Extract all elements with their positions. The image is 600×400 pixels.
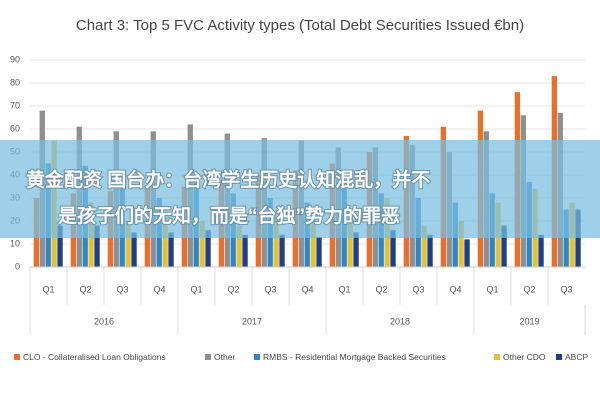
bar xyxy=(501,225,507,267)
y-tick-label: 0 xyxy=(15,261,20,271)
bar xyxy=(168,232,174,267)
y-tick-label: 70 xyxy=(10,100,20,110)
bar xyxy=(236,225,242,267)
y-tick-label: 90 xyxy=(10,54,20,64)
legend-label: Other xyxy=(214,352,235,362)
x-tick-label: Q1 xyxy=(42,284,54,294)
y-tick-label: 60 xyxy=(10,123,20,133)
x-group-label: 2017 xyxy=(242,316,262,326)
x-tick-label: Q1 xyxy=(486,284,498,294)
legend-label: RMBS - Residential Mortgage Backed Secur… xyxy=(263,352,446,362)
legend-label: ABCP xyxy=(565,352,588,362)
banner xyxy=(0,140,600,238)
banner-text: 是孩子们的无知，而是“台独”势力的罪恶 xyxy=(58,204,400,227)
bar xyxy=(94,225,100,267)
x-tick-label: Q2 xyxy=(79,284,91,294)
bar xyxy=(563,209,569,267)
x-tick-label: Q3 xyxy=(560,284,572,294)
legend-swatch xyxy=(254,354,260,360)
bar xyxy=(162,216,168,267)
x-group-label: 2019 xyxy=(519,316,539,326)
bar xyxy=(575,209,581,267)
bar xyxy=(57,225,63,267)
bar xyxy=(353,232,359,267)
bar xyxy=(199,221,205,267)
x-group-label: 2016 xyxy=(94,316,114,326)
bar xyxy=(464,239,470,267)
x-tick-label: Q3 xyxy=(116,284,128,294)
y-tick-label: 80 xyxy=(10,77,20,87)
bar xyxy=(273,216,279,267)
legend-label: CLO - Collateralised Loan Obligations xyxy=(23,352,166,362)
legend-swatch xyxy=(494,354,500,360)
bar xyxy=(131,232,137,267)
bar xyxy=(242,234,248,267)
bar xyxy=(205,230,211,267)
bar xyxy=(310,221,316,267)
y-tick-label: 10 xyxy=(10,238,20,248)
legend-swatch xyxy=(205,354,211,360)
x-tick-label: Q1 xyxy=(338,284,350,294)
bar xyxy=(316,237,322,267)
x-tick-label: Q4 xyxy=(301,284,313,294)
bar xyxy=(125,221,131,267)
x-tick-label: Q3 xyxy=(264,284,276,294)
legend-label: Other CDO xyxy=(503,352,546,362)
bar xyxy=(390,230,396,267)
bar xyxy=(538,234,544,267)
x-tick-label: Q1 xyxy=(190,284,202,294)
chart-title: Chart 3: Top 5 FVC Activity types (Total… xyxy=(76,17,524,34)
x-tick-label: Q3 xyxy=(412,284,424,294)
bar xyxy=(458,221,464,267)
bar xyxy=(421,225,427,267)
bar xyxy=(427,234,433,267)
x-tick-label: Q2 xyxy=(375,284,387,294)
legend-swatch xyxy=(14,354,20,360)
bar xyxy=(279,234,285,267)
bar xyxy=(347,209,353,267)
x-group-label: 2018 xyxy=(390,316,410,326)
x-tick-label: Q2 xyxy=(523,284,535,294)
x-tick-label: Q4 xyxy=(153,284,165,294)
x-tick-label: Q4 xyxy=(449,284,461,294)
x-tick-label: Q2 xyxy=(227,284,239,294)
legend-swatch xyxy=(556,354,562,360)
banner-text: 黄金配资 国台办：台湾学生历史认知混乱，并不 xyxy=(26,168,430,191)
